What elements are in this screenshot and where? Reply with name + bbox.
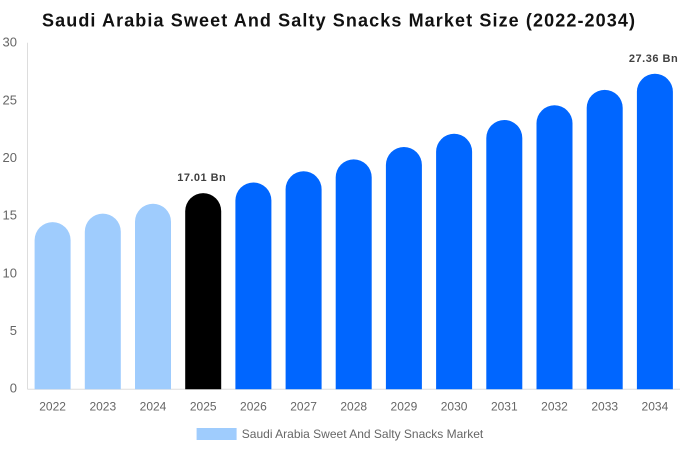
svg-text:2024: 2024 [140,399,167,413]
svg-text:Saudi Arabia Sweet And Salty S: Saudi Arabia Sweet And Salty Snacks Mark… [42,11,635,31]
svg-text:2028: 2028 [340,399,367,413]
svg-text:2029: 2029 [391,399,418,413]
svg-text:17.01 Bn: 17.01 Bn [177,172,226,184]
svg-text:2022: 2022 [39,399,66,413]
svg-text:2023: 2023 [89,399,116,413]
svg-text:30: 30 [3,35,17,50]
svg-text:2031: 2031 [491,399,518,413]
svg-text:0: 0 [10,381,17,396]
svg-text:27.36 Bn: 27.36 Bn [629,53,678,65]
svg-text:2033: 2033 [591,399,618,413]
svg-text:Saudi Arabia Sweet And Salty S: Saudi Arabia Sweet And Salty Snacks Mark… [242,427,484,441]
svg-text:15: 15 [3,208,17,223]
svg-text:10: 10 [3,265,17,280]
svg-text:25: 25 [3,92,17,107]
svg-text:5: 5 [10,323,17,338]
svg-text:2030: 2030 [441,399,468,413]
svg-text:2026: 2026 [240,399,267,413]
svg-text:20: 20 [3,150,17,165]
svg-text:2025: 2025 [190,399,217,413]
svg-text:2027: 2027 [290,399,317,413]
svg-text:2034: 2034 [642,399,669,413]
svg-text:2032: 2032 [541,399,568,413]
